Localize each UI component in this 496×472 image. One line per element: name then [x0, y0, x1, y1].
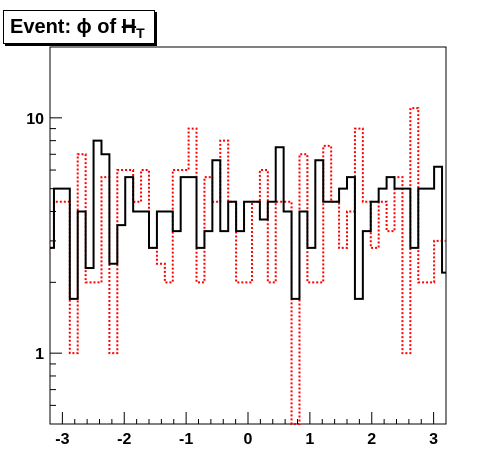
- y-tick-label: 1: [35, 346, 44, 363]
- axis-tick-labels: -3 -2 -1 0 1 2 3 1 10: [26, 111, 438, 448]
- chart-title-main: Event: ϕ of: [10, 16, 117, 38]
- x-tick-label: -1: [179, 431, 193, 448]
- x-tick-label: 0: [244, 431, 253, 448]
- x-tick-label: 2: [367, 431, 376, 448]
- x-tick-label: -2: [117, 431, 131, 448]
- y-tick-label: 10: [26, 111, 44, 128]
- chart-title-symbol: H: [121, 16, 137, 38]
- histogram-series: [50, 107, 446, 425]
- x-tick-label: -3: [55, 431, 69, 448]
- chart-title: Event: ϕ of HT: [10, 16, 145, 41]
- series-black-histogram: [50, 139, 446, 300]
- x-tick-label: 3: [429, 431, 438, 448]
- chart-title-box: Event: ϕ of HT: [3, 10, 155, 44]
- x-tick-label: 1: [305, 431, 314, 448]
- chart-title-subscript: T: [136, 25, 145, 41]
- axis-ticks: [49, 46, 447, 425]
